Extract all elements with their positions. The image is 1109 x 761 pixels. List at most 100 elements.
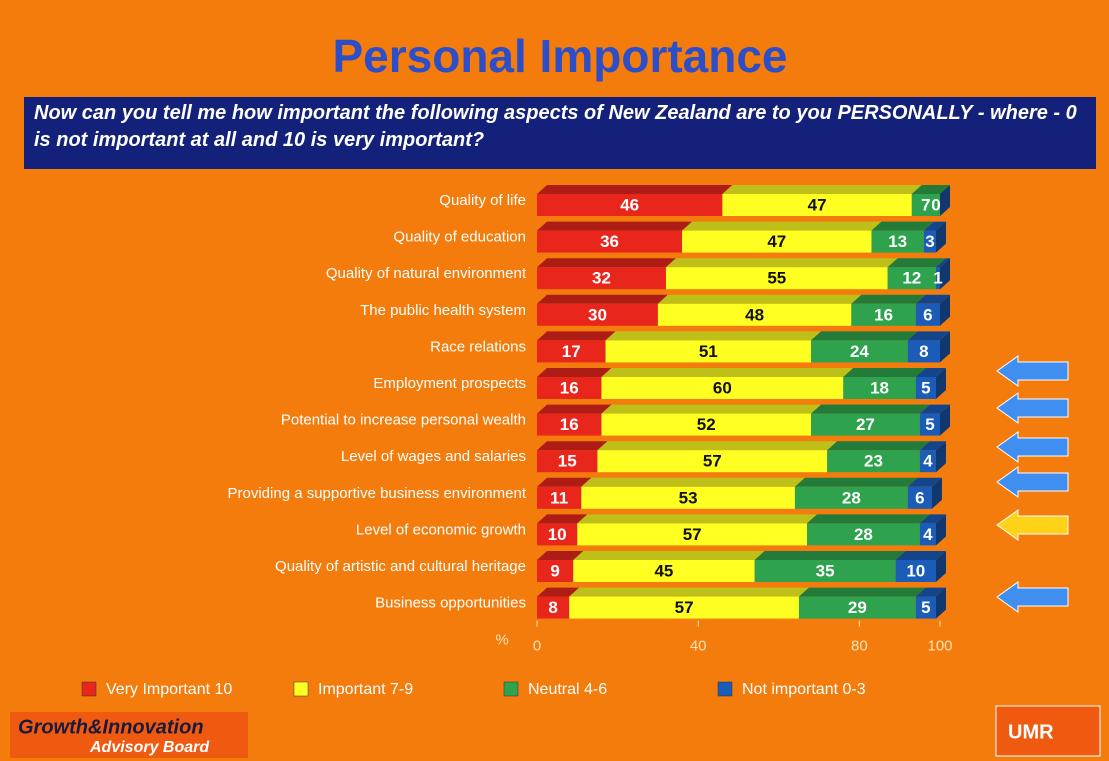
bar-top [807, 514, 930, 524]
legend-swatch [503, 681, 519, 697]
bar-top [754, 551, 906, 560]
right-logo: UMR [1008, 721, 1054, 743]
bar-side [935, 368, 946, 399]
value-label: 52 [697, 415, 716, 434]
bar-top [537, 258, 676, 268]
chart-subtitle: Now can you tell me how important the fo… [34, 102, 1077, 151]
bar [871, 230, 924, 253]
bar-top [923, 221, 946, 231]
bar-top [851, 294, 926, 304]
bar-top [537, 368, 612, 377]
value-label: 10 [906, 561, 925, 580]
legend-label: Important 7-9 [318, 681, 413, 698]
bar [915, 377, 936, 399]
category-label: Providing a supportive business environm… [228, 485, 527, 502]
bar-side [931, 477, 942, 509]
bar-top [871, 221, 934, 231]
right-logo-box [995, 705, 1101, 757]
bar-top [537, 294, 668, 304]
value-label: 27 [856, 415, 875, 434]
value-label: 7 [921, 195, 930, 214]
bar [923, 230, 936, 253]
arrow [996, 581, 1069, 613]
category-label: Potential to increase personal wealth [281, 412, 526, 429]
bar-top [935, 258, 950, 268]
bar [915, 303, 940, 326]
value-label: 29 [848, 598, 867, 617]
legend-label: Neutral 4-6 [528, 681, 607, 698]
bar [537, 450, 598, 473]
category-label: Level of economic growth [356, 521, 526, 538]
bar-side [940, 294, 950, 326]
arrow [996, 355, 1069, 387]
value-label: 5 [921, 378, 930, 397]
bar-top [665, 258, 898, 268]
bar-side [935, 221, 946, 253]
value-label: 4 [923, 452, 933, 471]
value-label: 10 [548, 525, 567, 544]
bar-top [537, 221, 693, 231]
bar-top [907, 331, 950, 341]
bar-top [811, 404, 930, 414]
bar-side [935, 514, 946, 546]
category-label: The public health system [360, 302, 526, 319]
legend-label: Not important 0-3 [742, 681, 866, 698]
bar-top [843, 368, 926, 377]
value-label: 0 [931, 195, 940, 214]
bar-top [794, 477, 918, 487]
value-label: 47 [767, 232, 786, 251]
bar-top [537, 185, 733, 194]
bar-top [919, 441, 946, 451]
value-label: 55 [767, 269, 786, 288]
bar-top [911, 185, 950, 194]
arrow [996, 466, 1069, 498]
bar [657, 303, 852, 326]
value-label: 5 [921, 598, 930, 617]
bar-top [919, 514, 946, 524]
category-label: Quality of artistic and cultural heritag… [275, 558, 526, 575]
subtitle-wrap: Now can you tell me how important the fo… [34, 102, 1077, 151]
value-label: 8 [919, 342, 928, 361]
bar [722, 194, 912, 216]
value-label: 1 [933, 269, 942, 288]
value-label: 24 [850, 342, 869, 361]
legend-swatch [293, 681, 309, 697]
value-label: 35 [816, 561, 835, 580]
arrow [996, 509, 1069, 541]
value-label: 6 [923, 305, 932, 324]
bar [537, 377, 602, 399]
bar [537, 523, 578, 546]
value-label: 16 [560, 378, 579, 397]
x-tick-label: 80 [851, 638, 868, 655]
bar-top [887, 258, 946, 268]
category-label: Employment prospects [373, 375, 526, 392]
bar-top [915, 368, 946, 377]
bar [605, 340, 812, 363]
bar-side [940, 331, 950, 363]
value-label: 60 [713, 378, 732, 397]
x-tick-label: 40 [690, 638, 707, 655]
bar-top [682, 221, 882, 231]
bar [537, 486, 582, 509]
bar [682, 230, 872, 253]
value-label: 57 [675, 598, 694, 617]
bar-top [537, 331, 616, 341]
value-label: 13 [888, 232, 907, 251]
bar [915, 596, 936, 619]
bar-top [573, 551, 765, 560]
bar [811, 340, 908, 363]
value-label: 57 [683, 525, 702, 544]
bar [537, 194, 723, 216]
bar-top [537, 587, 580, 597]
bar [537, 230, 683, 253]
bar-top [798, 587, 926, 597]
bar-top [537, 404, 612, 414]
category-label: Race relations [430, 338, 526, 355]
value-label: 46 [620, 195, 639, 214]
category-label: Quality of natural environment [326, 265, 527, 282]
legend-swatch [717, 681, 733, 697]
bar [577, 523, 808, 546]
value-label: 17 [562, 342, 581, 361]
arrow [996, 392, 1069, 424]
